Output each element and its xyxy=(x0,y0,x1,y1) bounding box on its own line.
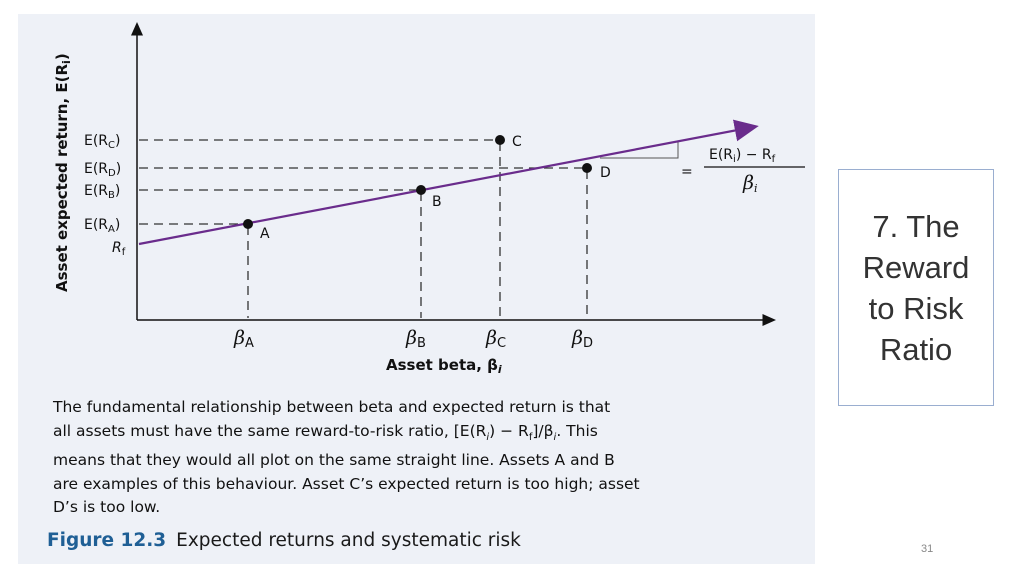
x-tick-beta-a: βA xyxy=(233,327,254,351)
figure-number: Figure 12.3 xyxy=(47,530,167,551)
figure-title: Figure 12.3 Expected returns and systemat… xyxy=(47,530,521,551)
caption-line-5: D’s is too low. xyxy=(53,498,161,517)
figure-caption-text: The fundamental relationship between bet… xyxy=(53,396,753,520)
caption-line-2: all assets must have the same reward-to-… xyxy=(53,421,598,443)
caption-line-4: are examples of this behaviour. Asset C’… xyxy=(53,474,640,493)
point-c-marker xyxy=(495,135,505,145)
caption-line-3: means that they would all plot on the sa… xyxy=(53,451,615,470)
point-c-label: C xyxy=(512,134,522,150)
ratio-numerator: E(Ri) − Rf xyxy=(709,147,776,165)
x-axis-title: Asset beta, βi xyxy=(386,356,502,376)
point-a-marker xyxy=(243,219,253,229)
point-d-marker xyxy=(582,163,592,173)
point-b-label: B xyxy=(432,194,442,210)
y-tick-erb: E(RB) xyxy=(84,183,120,201)
x-tick-beta-d: βD xyxy=(571,327,593,351)
slope-triangle xyxy=(600,142,679,159)
caption-line-1: The fundamental relationship between bet… xyxy=(53,398,611,416)
slide-title-box: 7. The Reward to Risk Ratio xyxy=(838,169,994,406)
y-tick-rf: Rf xyxy=(112,240,126,258)
y-tick-erd: E(RD) xyxy=(84,161,121,179)
figure-panel xyxy=(18,14,815,564)
y-axis-title: Asset expected return, E(Ri) xyxy=(53,53,73,292)
x-tick-beta-b: βB xyxy=(405,327,426,351)
slide-title: 7. The Reward to Risk Ratio xyxy=(862,208,970,367)
y-tick-era: E(RA) xyxy=(84,217,120,235)
x-tick-beta-c: βC xyxy=(485,327,506,351)
point-a-label: A xyxy=(260,226,270,242)
sml-line xyxy=(138,119,759,246)
point-b-marker xyxy=(416,185,426,195)
y-tick-erc: E(RC) xyxy=(84,133,121,151)
point-d-label: D xyxy=(600,165,611,181)
ratio-denominator: βi xyxy=(742,172,758,195)
ratio-equals: = xyxy=(681,164,693,180)
figure-title-text: Expected returns and systematic risk xyxy=(176,530,521,551)
page-number: 31 xyxy=(921,543,934,555)
